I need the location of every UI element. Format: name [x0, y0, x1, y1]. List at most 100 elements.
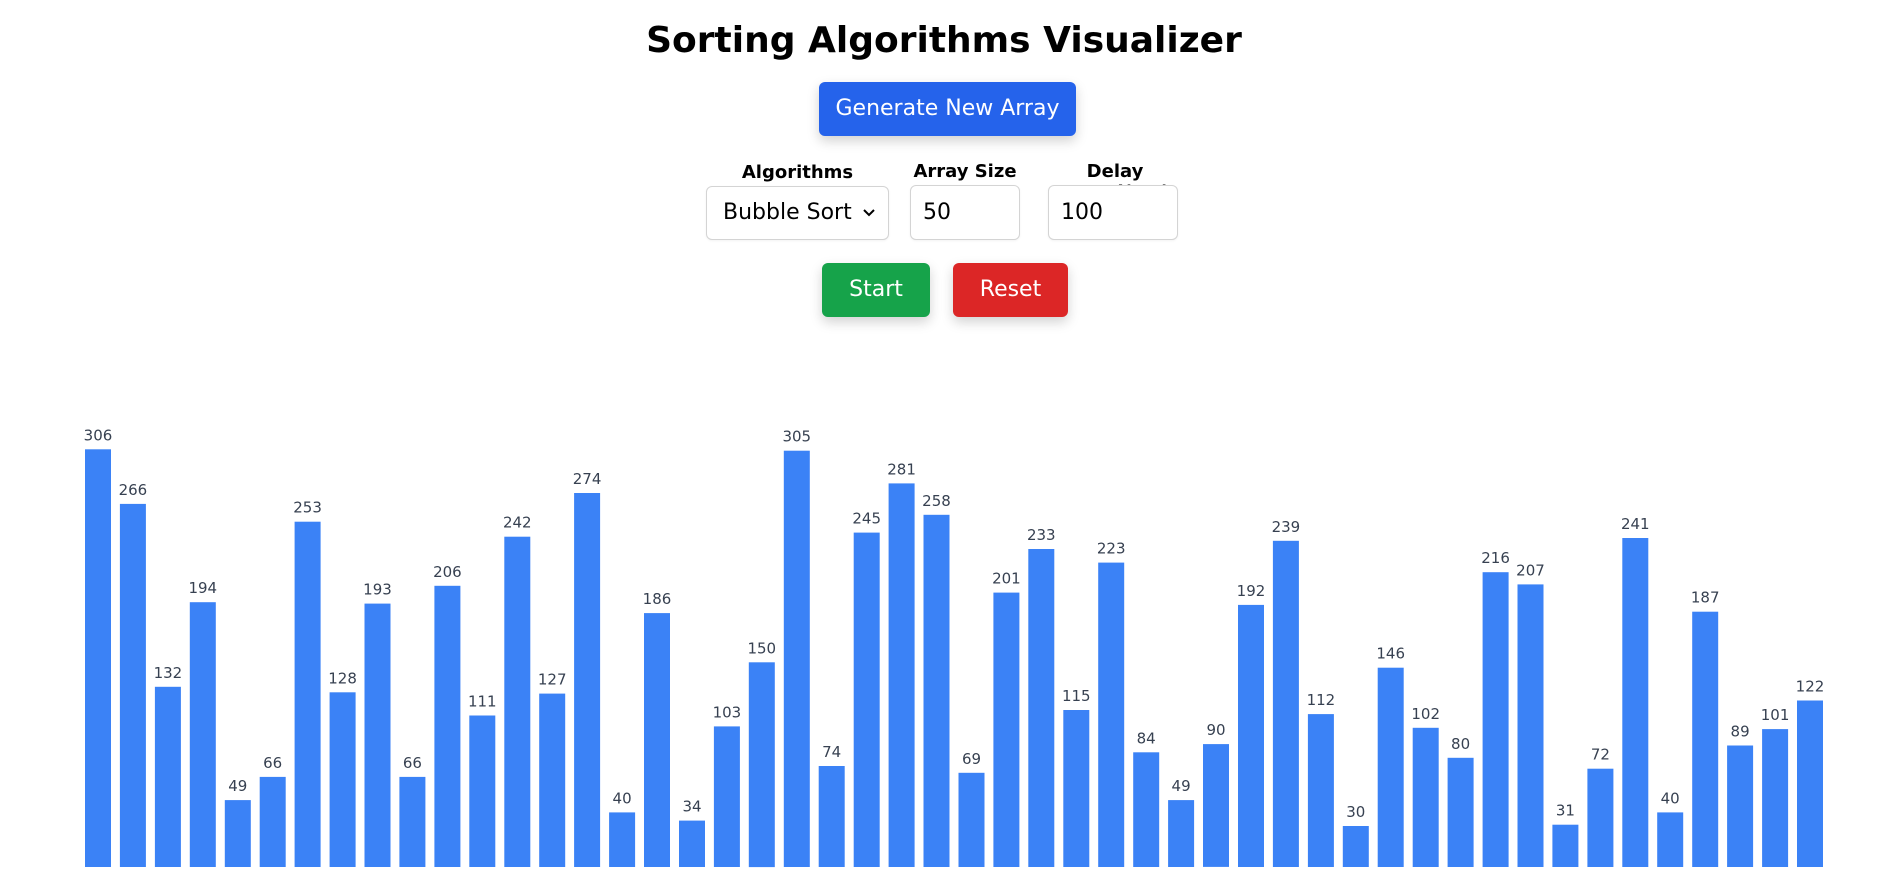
bar-value-label: 194 [188, 579, 217, 597]
bar-value-label: 239 [1272, 518, 1301, 536]
bar-value-label: 80 [1451, 735, 1470, 753]
array-bar [818, 766, 845, 867]
array-bar [1587, 768, 1614, 867]
array-bar [329, 692, 356, 867]
algorithm-select-value: Bubble Sort [723, 200, 852, 225]
array-bar [1552, 824, 1579, 867]
array-bar [1657, 812, 1684, 867]
array-bar [539, 693, 566, 867]
bar-value-label: 84 [1137, 729, 1156, 747]
bar-value-label: 30 [1346, 803, 1365, 821]
delay-speed-input[interactable]: 100 [1048, 185, 1178, 240]
bar-value-label: 207 [1516, 561, 1545, 579]
array-bar [1482, 572, 1509, 867]
array-bar [1028, 549, 1055, 867]
array-bar [399, 776, 426, 867]
array-bar [748, 662, 775, 868]
bar-value-label: 102 [1411, 705, 1440, 723]
bar-value-label: 258 [922, 492, 951, 510]
array-bar [1622, 538, 1649, 867]
algorithms-label: Algorithms [741, 162, 854, 183]
array-bar [853, 532, 880, 867]
array-bar [1133, 752, 1160, 867]
array-bar [189, 602, 216, 867]
array-bar [1412, 727, 1439, 867]
bar-value-label: 127 [538, 671, 567, 689]
array-bar [923, 514, 950, 867]
array-bar [294, 521, 321, 867]
bar-value-label: 122 [1796, 678, 1825, 696]
array-bar [1098, 562, 1125, 867]
array-bar [469, 715, 496, 867]
generate-new-array-button[interactable]: Generate New Array [819, 82, 1076, 136]
array-bar [1517, 584, 1544, 867]
bar-value-label: 132 [154, 664, 183, 682]
array-bar [1063, 710, 1090, 867]
bar-value-label: 193 [363, 581, 392, 599]
array-bar [1692, 611, 1719, 867]
bar-value-label: 241 [1621, 515, 1650, 533]
array-bar [609, 812, 636, 867]
bar-value-label: 128 [328, 669, 357, 687]
array-bar [504, 536, 531, 867]
bar-value-label: 72 [1591, 746, 1610, 764]
array-bar [888, 483, 915, 867]
bar-value-label: 90 [1206, 721, 1225, 739]
bar-value-label: 49 [1172, 777, 1191, 795]
array-bar [1377, 667, 1404, 867]
bar-value-label: 150 [747, 639, 776, 657]
array-bar [1168, 800, 1195, 867]
page-title: Sorting Algorithms Visualizer [646, 20, 1242, 61]
bar-value-label: 233 [1027, 526, 1056, 544]
array-bar [1203, 744, 1229, 867]
bar-value-label: 66 [263, 754, 282, 772]
array-bar [993, 592, 1020, 867]
bar-value-label: 49 [228, 777, 247, 795]
array-bar [1342, 826, 1369, 867]
bar-value-label: 34 [682, 798, 701, 816]
array-bar [1447, 757, 1474, 867]
array-bar [1272, 540, 1299, 867]
array-size-input[interactable]: 50 [910, 185, 1020, 240]
bar-value-label: 266 [119, 481, 148, 499]
bar-value-label: 115 [1062, 687, 1091, 705]
array-bar [1238, 604, 1264, 867]
bar-value-label: 187 [1691, 589, 1720, 607]
bar-value-label: 146 [1376, 645, 1405, 663]
bar-value-label: 281 [887, 460, 916, 478]
array-bar [679, 820, 705, 867]
array-bar [783, 450, 810, 867]
bar-value-label: 31 [1556, 802, 1575, 820]
start-button[interactable]: Start [822, 263, 930, 317]
array-bar [1727, 745, 1754, 867]
array-bar [119, 503, 146, 867]
bar-value-label: 112 [1307, 691, 1336, 709]
array-bar [85, 449, 111, 867]
reset-button[interactable]: Reset [953, 263, 1068, 317]
array-size-label: Array Size [913, 161, 1017, 182]
array-bar [154, 686, 181, 867]
bar-value-label: 74 [822, 743, 841, 761]
bar-value-label: 40 [613, 789, 632, 807]
array-bar [364, 603, 391, 867]
array-bar [1762, 729, 1789, 867]
bar-value-label: 186 [643, 590, 672, 608]
bar-value-label: 66 [403, 754, 422, 772]
bar-value-label: 305 [782, 428, 811, 446]
bar-value-label: 192 [1237, 582, 1266, 600]
array-bar [224, 800, 251, 867]
bar-value-label: 40 [1661, 789, 1680, 807]
array-bar [434, 585, 461, 867]
algorithm-select[interactable]: Bubble Sort [706, 186, 889, 240]
bar-value-label: 242 [503, 514, 532, 532]
bar-value-label: 111 [468, 693, 497, 711]
chevron-down-icon [862, 187, 876, 239]
bar-value-label: 206 [433, 563, 462, 581]
array-bar [713, 726, 740, 867]
bar-value-label: 89 [1731, 723, 1750, 741]
bar-value-label: 253 [293, 499, 322, 517]
bar-value-label: 223 [1097, 540, 1126, 558]
array-bar [574, 493, 601, 867]
